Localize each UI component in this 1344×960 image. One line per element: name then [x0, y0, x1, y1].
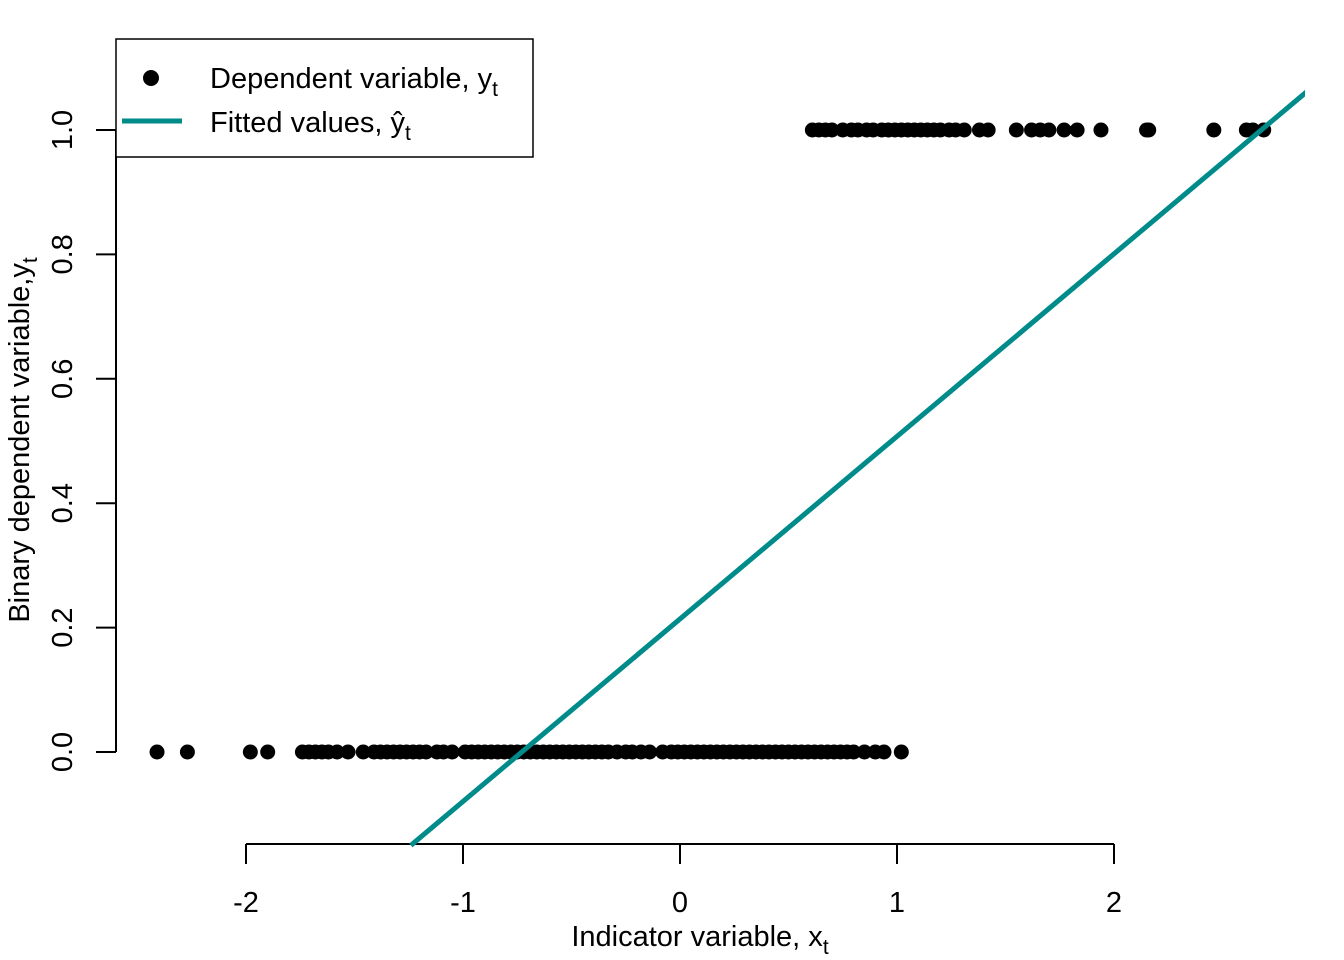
data-point [980, 122, 996, 138]
data-point [355, 744, 371, 760]
data-point [329, 744, 345, 760]
y-tick-label: 0.6 [47, 359, 79, 399]
y-tick-label: 1.0 [47, 110, 79, 150]
data-point [260, 744, 276, 760]
data-point [149, 744, 165, 760]
fitted-line [409, 89, 1305, 848]
x-tick-label: -2 [233, 887, 259, 919]
data-point [642, 744, 658, 760]
data-point [846, 744, 862, 760]
x-tick-label: 1 [889, 887, 905, 919]
y-tick-label: 0.8 [47, 234, 79, 274]
x-tick-label: -1 [450, 887, 476, 919]
x-tick-label: 2 [1106, 887, 1122, 919]
data-point [876, 744, 892, 760]
y-axis: 0.0 0.2 0.4 0.6 0.8 1.0 Binary dependent vari… [4, 110, 117, 772]
data-point [956, 122, 972, 138]
y-ticks: 0.0 0.2 0.4 0.6 0.8 1.0 [47, 110, 116, 772]
legend-label-dependent: Dependent variable, yt [210, 63, 498, 101]
x-axis-title: Indicator variable, xt [571, 921, 828, 959]
x-tick-label: 0 [672, 887, 688, 919]
data-point [856, 744, 872, 760]
y-axis-title: Binary dependent variable,yt [4, 257, 42, 623]
legend-label-fitted: Fitted values, ŷt [210, 107, 411, 145]
y-tick-label: 0.4 [47, 483, 79, 523]
data-point [893, 744, 909, 760]
data-point [1141, 122, 1157, 138]
data-point [444, 744, 460, 760]
points-layer [149, 122, 1272, 760]
y-tick-label: 0.0 [47, 732, 79, 772]
data-point [824, 122, 840, 138]
legend: Dependent variable, yt Fitted values, ŷt [115, 38, 534, 158]
legend-box [115, 38, 534, 158]
data-point [418, 744, 434, 760]
data-point [340, 744, 356, 760]
data-point [1056, 122, 1072, 138]
fitted-line-layer [409, 89, 1305, 848]
data-point [179, 744, 195, 760]
data-point [1041, 122, 1057, 138]
data-point [1008, 122, 1024, 138]
x-axis: -2 -1 0 1 2 Indicator variable, xt [233, 843, 1122, 959]
data-point [1093, 122, 1109, 138]
x-ticks: -2 -1 0 1 2 [233, 844, 1122, 919]
y-tick-label: 0.2 [47, 607, 79, 647]
data-point [1206, 122, 1222, 138]
legend-point-marker [143, 70, 159, 86]
data-point [242, 744, 258, 760]
data-point [1069, 122, 1085, 138]
